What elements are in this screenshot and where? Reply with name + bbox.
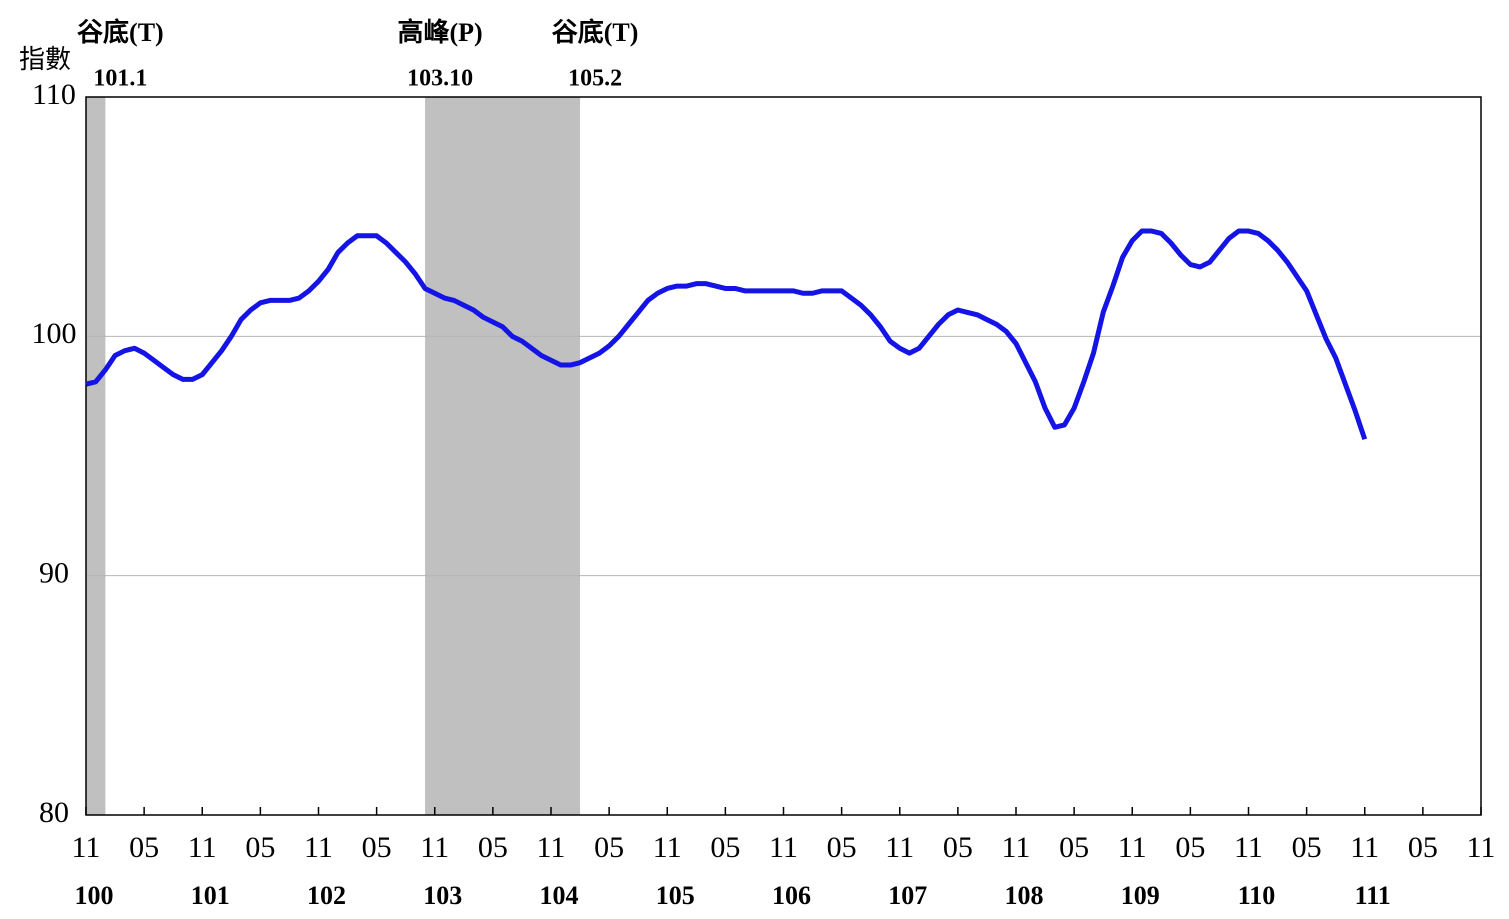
x-tick-label: 11 xyxy=(1002,831,1031,864)
y-axis-label: 指數 xyxy=(19,45,71,74)
x-tick-label: 11 xyxy=(72,831,101,864)
x-tick-label: 05 xyxy=(827,831,857,864)
x-tick-label: 11 xyxy=(420,831,449,864)
x-tick-label: 11 xyxy=(304,831,333,864)
recession-shade xyxy=(86,97,106,815)
x-tick-label: 11 xyxy=(1350,831,1379,864)
x-tick-label: 05 xyxy=(245,831,275,864)
x-tick-label: 05 xyxy=(478,831,508,864)
x-tick-label: 11 xyxy=(1234,831,1263,864)
x-tick-label: 11 xyxy=(885,831,914,864)
year-label: 100 xyxy=(75,881,114,910)
y-tick-label: 90 xyxy=(39,557,69,590)
x-tick-label: 05 xyxy=(710,831,740,864)
x-tick-label: 11 xyxy=(537,831,566,864)
x-tick-label: 05 xyxy=(943,831,973,864)
x-tick-label: 05 xyxy=(594,831,624,864)
year-label: 108 xyxy=(1005,881,1044,910)
plot-frame xyxy=(85,96,1482,816)
x-tick-label: 05 xyxy=(1408,831,1438,864)
x-tick-label: 05 xyxy=(1175,831,1205,864)
year-label: 111 xyxy=(1355,881,1391,910)
turning-point-label: 谷底(T) xyxy=(552,17,639,47)
x-tick-label: 11 xyxy=(769,831,798,864)
series-line xyxy=(85,228,1368,441)
year-label: 101 xyxy=(191,881,230,910)
turning-point-label: 谷底(T) xyxy=(77,17,164,47)
x-tick-label: 11 xyxy=(1118,831,1147,864)
turning-point-date: 101.1 xyxy=(93,66,147,92)
year-label: 103 xyxy=(423,881,462,910)
x-tick-label: 11 xyxy=(188,831,217,864)
year-label: 107 xyxy=(888,881,927,910)
year-label: 106 xyxy=(772,881,811,910)
turning-point-date: 105.2 xyxy=(568,66,622,92)
x-tick-label: 05 xyxy=(1059,831,1089,864)
year-label: 104 xyxy=(540,881,579,910)
x-tick-label: 11 xyxy=(1467,831,1496,864)
y-tick-label: 80 xyxy=(39,796,69,829)
year-label: 109 xyxy=(1121,881,1160,910)
year-label: 105 xyxy=(656,881,695,910)
x-tick-label: 05 xyxy=(129,831,159,864)
y-tick-label: 100 xyxy=(32,317,77,350)
y-tick-label: 110 xyxy=(32,78,76,111)
x-tick-label: 05 xyxy=(362,831,392,864)
turning-point-date: 103.10 xyxy=(407,66,473,92)
x-tick-label: 11 xyxy=(653,831,682,864)
x-tick-label: 05 xyxy=(1292,831,1322,864)
recession-shade xyxy=(425,97,581,815)
turning-point-label: 高峰(P) xyxy=(397,17,482,47)
year-label: 110 xyxy=(1238,881,1276,910)
year-label: 102 xyxy=(307,881,346,910)
